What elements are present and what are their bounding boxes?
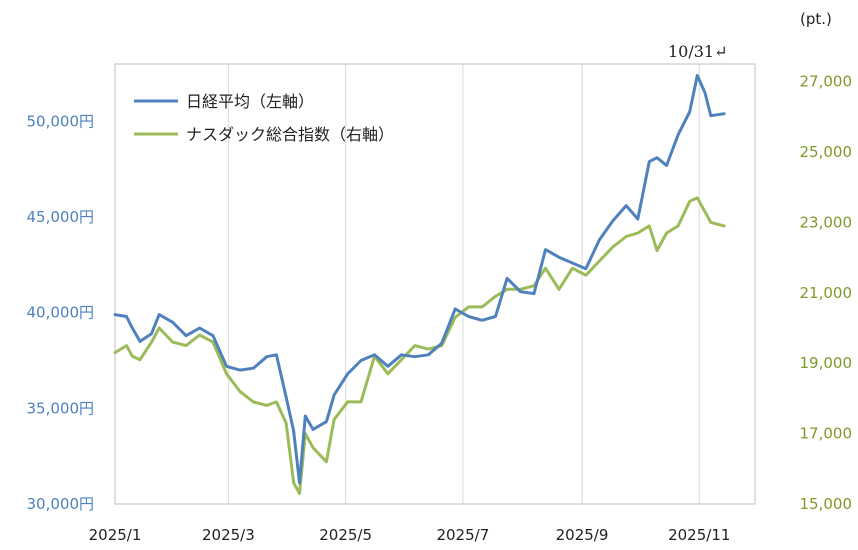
- left-tick-label: 30,000円: [27, 495, 95, 513]
- plot-area-border: [114, 63, 756, 505]
- series-layer: [113, 74, 726, 495]
- date-annotation: 10/31↵: [668, 42, 728, 61]
- right-tick-label: 21,000: [800, 284, 853, 302]
- x-tick-label: 2025/7: [436, 526, 489, 544]
- x-tick-label: 2025/3: [202, 526, 255, 544]
- left-tick-label: 45,000円: [27, 208, 95, 226]
- series-line-nikkei: [113, 74, 726, 485]
- legend-label-nikkei: 日経平均（左軸）: [186, 92, 314, 111]
- left-axis: 30,000円 35,000円 40,000円 45,000円 50,000円: [27, 112, 95, 513]
- right-axis: 15,000 17,000 19,000 21,000 23,000 25,000 27,0…: [800, 73, 853, 513]
- right-tick-label: 25,000: [800, 143, 853, 161]
- right-axis-unit: (pt.): [800, 10, 832, 28]
- x-axis: 2025/1 2025/3 2025/5 2025/7 2025/9 2025/11: [89, 526, 731, 544]
- left-tick-label: 50,000円: [27, 112, 95, 130]
- series-line-nasdaq: [113, 196, 726, 495]
- legend-label-nasdaq: ナスダック総合指数（右軸）: [186, 125, 394, 144]
- right-tick-label: 19,000: [800, 354, 853, 372]
- legend: 日経平均（左軸） ナスダック総合指数（右軸）: [134, 92, 394, 144]
- left-tick-label: 40,000円: [27, 304, 95, 322]
- right-tick-label: 15,000: [800, 495, 853, 513]
- right-tick-label: 17,000: [800, 425, 853, 443]
- right-tick-label: 27,000: [800, 73, 853, 91]
- right-tick-label: 23,000: [800, 213, 853, 231]
- x-tick-label: 2025/9: [556, 526, 609, 544]
- x-tick-label: 2025/1: [89, 526, 142, 544]
- left-tick-label: 35,000円: [27, 399, 95, 417]
- x-tick-label: 2025/5: [319, 526, 372, 544]
- grid-lines: [227, 64, 700, 504]
- x-tick-label: 2025/11: [668, 526, 730, 544]
